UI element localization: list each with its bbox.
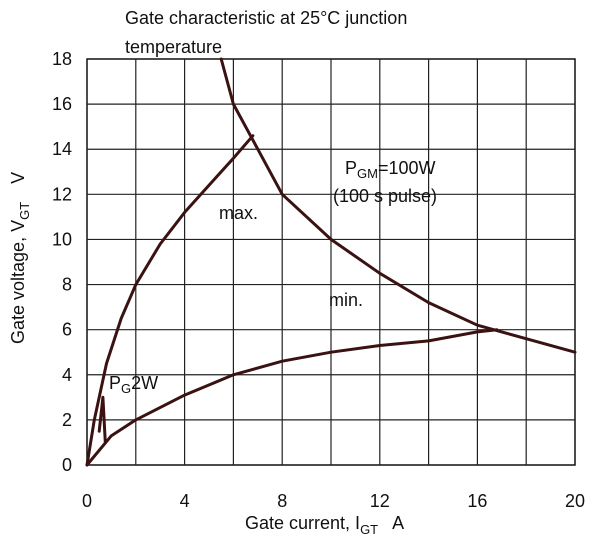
x-axis-label: Gate current, IGT A xyxy=(245,513,404,537)
y-tick-label-14: 14 xyxy=(52,139,72,159)
y-tick-label-16: 16 xyxy=(52,94,72,114)
x-tick-label-8: 8 xyxy=(277,491,287,511)
annotation-1: max. xyxy=(219,203,258,223)
y-tick-label-0: 0 xyxy=(62,455,72,475)
series-line-min xyxy=(85,328,499,467)
chart-annotations: max. min. PGM=100W (100 s pulse) PG2W xyxy=(109,158,437,396)
y-tick-label-12: 12 xyxy=(52,184,72,204)
annotation-3: PGM=100W xyxy=(345,158,436,181)
y-tick-label-6: 6 xyxy=(62,320,72,340)
y-tick-label-8: 8 xyxy=(62,275,72,295)
x-tick-label-16: 16 xyxy=(467,491,487,511)
x-tick-label-20: 20 xyxy=(565,491,585,511)
grid-lines xyxy=(87,59,575,465)
annotation-4: (100 s pulse) xyxy=(333,186,437,206)
annotation-5: PG2W xyxy=(109,373,158,396)
title-line-1: Gate characteristic at 25°C junction xyxy=(125,8,407,28)
axis-tick-labels: 0 4 8 12 16 20 0 2 4 6 8 10 12 14 16 18 xyxy=(52,49,585,511)
plot-area: max. min. PGM=100W (100 s pulse) PG2W xyxy=(85,57,577,467)
x-tick-label-12: 12 xyxy=(370,491,390,511)
series-line-pgm-100w-100-s-pulse xyxy=(219,57,577,354)
y-axis-label: Gate voltage, VGTV xyxy=(8,172,32,344)
series-line-max xyxy=(85,134,255,467)
title-line-2: temperature xyxy=(125,37,222,57)
series-line-pg2w xyxy=(97,395,107,444)
annotation-2: min. xyxy=(329,290,363,310)
y-tick-label-18: 18 xyxy=(52,49,72,69)
chart-curves xyxy=(85,57,577,467)
x-tick-label-4: 4 xyxy=(180,491,190,511)
y-tick-label-2: 2 xyxy=(62,410,72,430)
y-tick-label-10: 10 xyxy=(52,229,72,249)
y-tick-label-4: 4 xyxy=(62,365,72,385)
x-tick-label-0: 0 xyxy=(82,491,92,511)
chart-title: Gate characteristic at 25°C junction tem… xyxy=(125,8,407,57)
